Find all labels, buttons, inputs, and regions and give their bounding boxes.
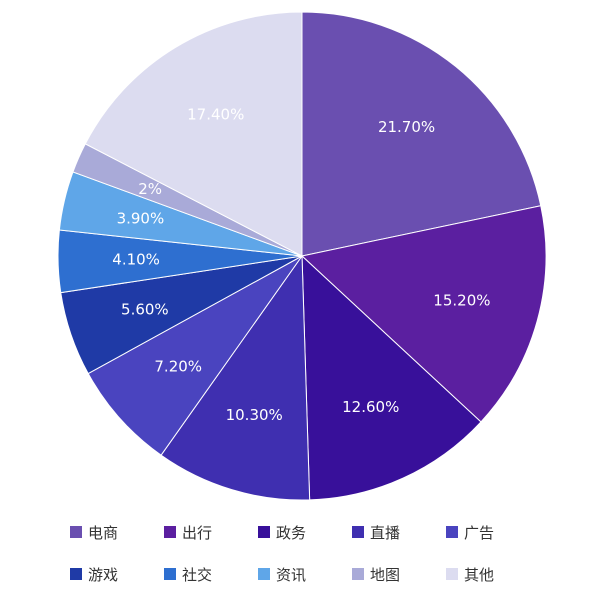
pie-slice-label-9: 17.40% [187, 105, 244, 123]
pie-slice-0 [301, 11, 542, 257]
pie-labels: 21.70% 15.20% 12.60% 10.30% 7.20% 5.60% 4.10% 3… [112, 105, 490, 424]
pie-slice-label-5: 5.60% [121, 300, 169, 318]
pie-slice-3 [160, 254, 311, 501]
legend-item-1: 出行 [164, 522, 258, 542]
pie-slice-label-4: 7.20% [154, 358, 202, 376]
pie-slice-4 [87, 255, 303, 456]
pie-slice-label-2: 12.60% [342, 398, 399, 416]
pie-slice-9 [84, 11, 303, 257]
pie-slice-1 [300, 205, 547, 423]
legend-item-9: 其他 [446, 564, 540, 584]
pie-slices [57, 11, 547, 501]
legend-label-0: 电商 [88, 523, 119, 542]
legend-label-5: 游戏 [88, 565, 119, 584]
legend-swatch-1 [164, 526, 176, 538]
legend-swatch-9 [446, 568, 458, 580]
legend-swatch-7 [258, 568, 270, 580]
legend-item-2: 政务 [258, 522, 352, 542]
legend-item-0: 电商 [70, 522, 164, 542]
legend-label-6: 社交 [182, 565, 213, 584]
legend-label-7: 资讯 [276, 565, 307, 584]
legend-label-2: 政务 [276, 523, 307, 542]
legend-item-5: 游戏 [70, 564, 164, 584]
chart-legend: 电商 出行 政务 直播 广告游戏 社交 资讯 地图 其他 [70, 522, 540, 584]
legend-label-8: 地图 [370, 565, 401, 584]
legend-swatch-6 [164, 568, 176, 580]
legend-label-4: 广告 [464, 523, 495, 542]
legend-item-4: 广告 [446, 522, 540, 542]
pie-slice-label-1: 15.20% [433, 291, 490, 309]
pie-slice-2 [301, 254, 482, 501]
legend-item-7: 资讯 [258, 564, 352, 584]
legend-swatch-8 [352, 568, 364, 580]
legend-item-6: 社交 [164, 564, 258, 584]
pie-slice-label-6: 4.10% [112, 251, 160, 269]
pie-slice-label-3: 10.30% [226, 406, 283, 424]
pie-slice-label-8: 2% [138, 180, 162, 198]
legend-swatch-2 [258, 526, 270, 538]
legend-swatch-3 [352, 526, 364, 538]
legend-swatch-4 [446, 526, 458, 538]
legend-label-3: 直播 [370, 523, 401, 542]
pie-plot-area: 21.70% 15.20% 12.60% 10.30% 7.20% 5.60% 4.10% 3… [57, 11, 547, 501]
pie-slice-label-0: 21.70% [378, 118, 435, 136]
legend-swatch-0 [70, 526, 82, 538]
pie-slice-label-7: 3.90% [117, 209, 165, 227]
legend-label-1: 出行 [182, 523, 213, 542]
legend-swatch-5 [70, 568, 82, 580]
legend-item-8: 地图 [352, 564, 446, 584]
legend-item-3: 直播 [352, 522, 446, 542]
legend-label-9: 其他 [464, 565, 495, 584]
